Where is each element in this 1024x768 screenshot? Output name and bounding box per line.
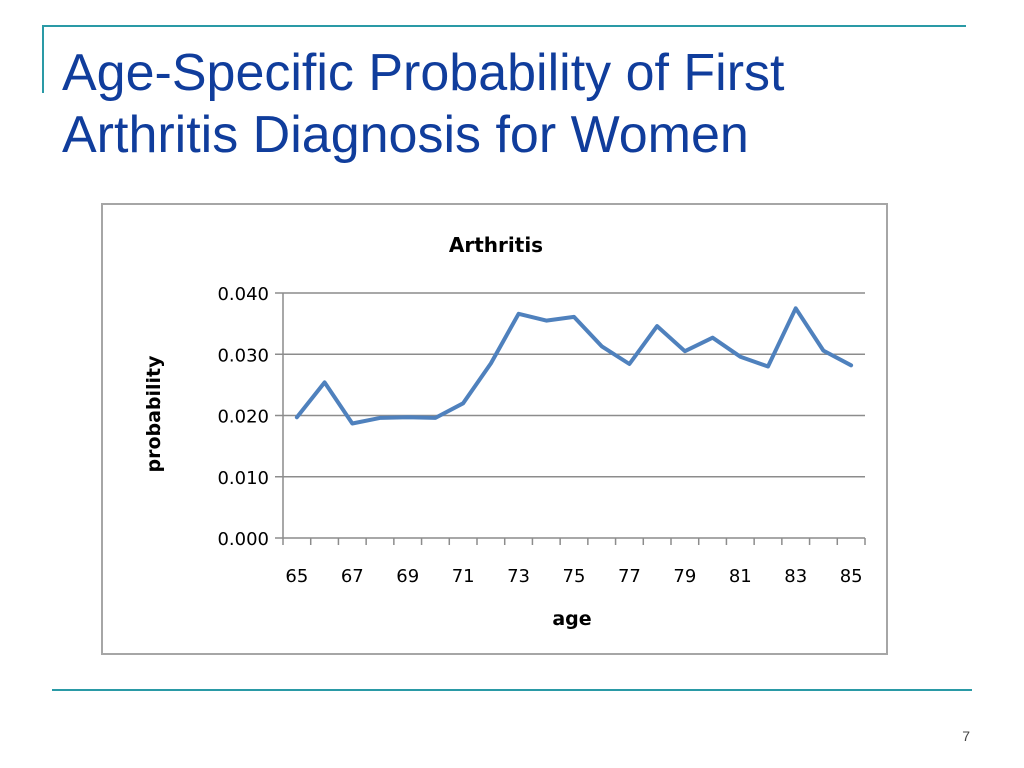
y-tick-label: 0.040 bbox=[217, 284, 269, 305]
x-tick-label: 71 bbox=[452, 566, 475, 587]
data-point bbox=[350, 421, 354, 425]
y-tick-label: 0.030 bbox=[217, 345, 269, 366]
data-point bbox=[655, 324, 659, 328]
x-tick-label: 77 bbox=[618, 566, 641, 587]
data-point bbox=[794, 306, 798, 310]
data-point bbox=[517, 312, 521, 316]
chart-title: Arthritis bbox=[449, 233, 543, 257]
data-point bbox=[627, 362, 631, 366]
line-chart: Arthritis 0.000 0.010 0.020 0.030 0.040 65 67… bbox=[143, 233, 866, 630]
title-accent-line-top bbox=[44, 25, 966, 27]
data-point bbox=[433, 416, 437, 420]
data-point bbox=[711, 336, 715, 340]
data-point bbox=[738, 355, 742, 359]
y-tick-label: 0.000 bbox=[217, 529, 269, 550]
axes bbox=[275, 292, 866, 545]
y-tick-labels: 0.000 0.010 0.020 0.030 0.040 bbox=[217, 284, 269, 550]
data-point bbox=[461, 401, 465, 405]
y-tick-label: 0.020 bbox=[217, 407, 269, 428]
x-tick-label: 69 bbox=[396, 566, 419, 587]
data-point bbox=[821, 349, 825, 353]
data-point bbox=[849, 363, 853, 367]
x-tick-label: 67 bbox=[341, 566, 364, 587]
gridlines bbox=[283, 292, 865, 478]
page-number: 7 bbox=[962, 728, 970, 744]
x-tick-label: 65 bbox=[285, 566, 308, 587]
data-point bbox=[489, 361, 493, 365]
data-point bbox=[600, 344, 604, 348]
data-point bbox=[378, 416, 382, 420]
data-point bbox=[406, 415, 410, 419]
series bbox=[294, 306, 854, 426]
data-point bbox=[323, 380, 327, 384]
x-tick-label: 81 bbox=[729, 566, 752, 587]
y-tick-label: 0.010 bbox=[217, 468, 269, 489]
x-axis-label: age bbox=[552, 608, 591, 630]
data-point bbox=[572, 315, 576, 319]
data-point bbox=[544, 319, 548, 323]
x-tick-label: 83 bbox=[784, 566, 807, 587]
x-tick-label: 79 bbox=[673, 566, 696, 587]
x-tick-label: 85 bbox=[840, 566, 863, 587]
data-point bbox=[766, 365, 770, 368]
title-accent-line-left bbox=[42, 25, 44, 93]
x-tick-label: 73 bbox=[507, 566, 530, 587]
x-tick-label: 75 bbox=[563, 566, 586, 587]
data-point bbox=[683, 349, 687, 353]
chart-frame: Arthritis 0.000 0.010 0.020 0.030 0.040 65 67… bbox=[101, 203, 888, 655]
y-axis-label: probability bbox=[143, 355, 165, 473]
slide-title: Age-Specific Probability of First Arthri… bbox=[62, 44, 785, 164]
data-point bbox=[295, 415, 299, 419]
footer-accent-line bbox=[52, 689, 972, 691]
x-tick-labels: 65 67 69 71 73 75 77 79 81 83 85 bbox=[285, 566, 862, 587]
